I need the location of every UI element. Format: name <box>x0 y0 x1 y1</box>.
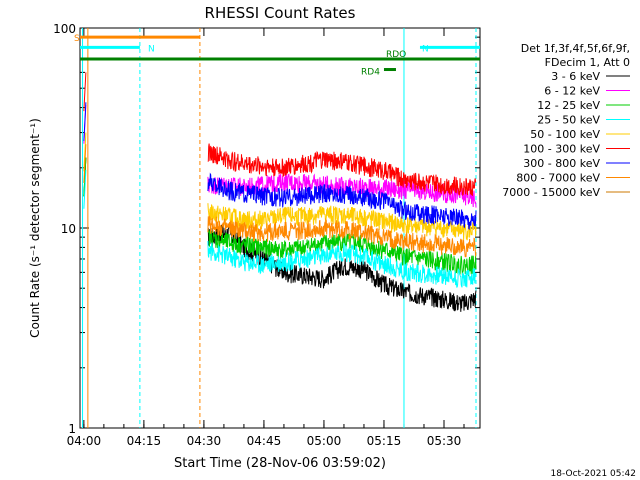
series-line-0 <box>207 224 477 312</box>
annotation-label-2: N <box>422 44 429 54</box>
legend-label-3: 25 - 50 keV <box>537 114 600 127</box>
series-start-spike-4 <box>83 132 87 172</box>
series-line-7 <box>207 215 477 258</box>
series-start-spike-6 <box>83 102 87 142</box>
x-tick-label-2: 04:30 <box>187 434 222 448</box>
annotation-label-1: N <box>148 44 155 54</box>
x-axis-label: Start Time (28-Nov-06 03:59:02) <box>174 456 386 471</box>
y-tick-label-0: 1 <box>68 422 76 436</box>
series-start-spike-5 <box>83 72 87 112</box>
series-start-spike-2 <box>83 157 87 197</box>
x-tick-label-5: 05:15 <box>367 434 402 448</box>
series-start-spike-3 <box>83 169 87 209</box>
legend-label-5: 100 - 300 keV <box>523 143 600 156</box>
legend-label-4: 50 - 100 keV <box>530 128 600 141</box>
legend-label-0: 3 - 6 keV <box>551 70 600 83</box>
x-tick-label-3: 04:45 <box>247 434 282 448</box>
footer-date: 18-Oct-2021 05:42 <box>551 469 636 479</box>
x-tick-label-1: 04:15 <box>127 434 162 448</box>
series-line-5 <box>207 143 477 197</box>
legend-header-line-2: FDecim 1, Att 0 <box>545 56 630 69</box>
y-axis-label: Count Rate (s⁻¹ detector segment⁻¹) <box>28 118 42 338</box>
chart-title: RHESSI Count Rates <box>205 4 356 22</box>
legend-label-2: 12 - 25 keV <box>537 99 600 112</box>
x-tick-label-4: 05:00 <box>307 434 342 448</box>
series-line-4 <box>207 203 477 241</box>
y-tick-label-2: 100 <box>53 22 76 36</box>
plot-area: 04:00 04:15 04:30 04:45 05:00 05:15 05:30 1 10 10… <box>53 22 481 448</box>
legend-label-8: 7000 - 15000 keV <box>502 186 600 199</box>
series-line-3 <box>207 240 477 288</box>
legend-header-line-1: Det 1f,3f,4f,5f,6f,9f, <box>521 42 630 55</box>
legend-label-6: 300 - 800 keV <box>523 157 600 170</box>
legend-label-1: 6 - 12 keV <box>544 85 600 98</box>
annotation-label-5: RDO <box>386 50 406 60</box>
annotation-label-0: S <box>74 34 80 44</box>
series-start-spike-7 <box>83 144 87 183</box>
series-line-6 <box>207 172 477 231</box>
series-line-2 <box>207 229 477 277</box>
x-tick-label-6: 05:30 <box>427 434 462 448</box>
legend: Det 1f,3f,4f,5f,6f,9f, FDecim 1, Att 0 3… <box>502 42 630 199</box>
y-tick-label-1: 10 <box>61 222 76 236</box>
legend-label-7: 800 - 7000 keV <box>516 172 600 185</box>
x-tick-label-0: 04:00 <box>67 434 102 448</box>
annotation-label-4: RD4 <box>361 68 380 78</box>
